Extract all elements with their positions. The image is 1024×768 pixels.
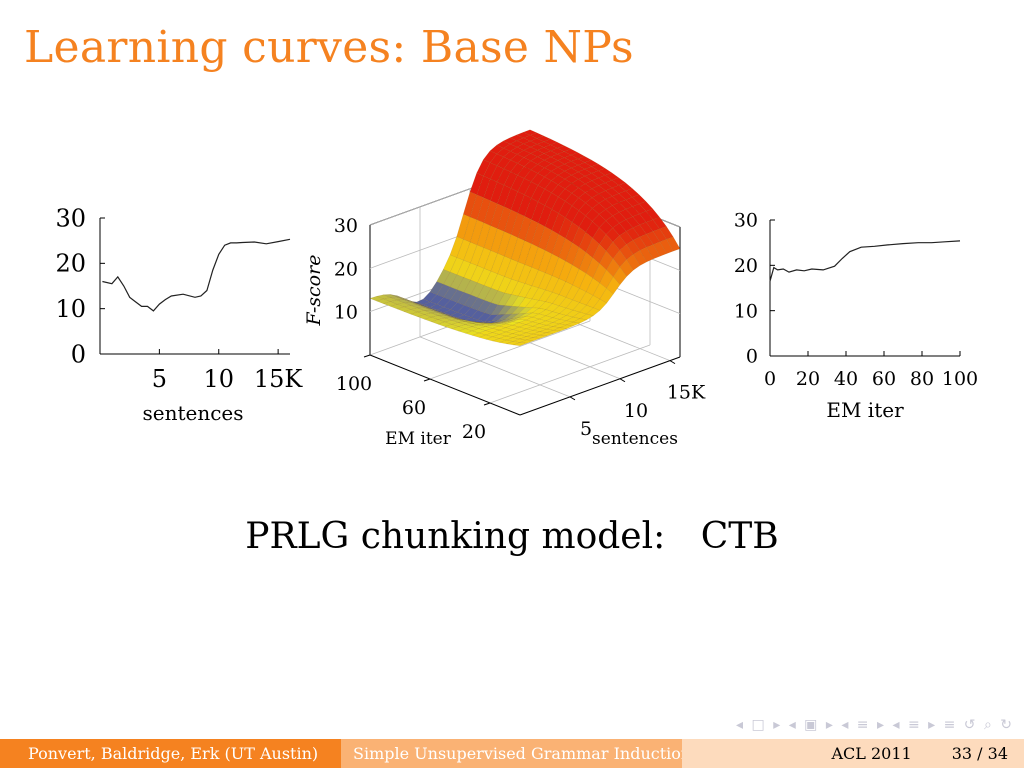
surface-cell xyxy=(619,259,634,277)
surface-cell xyxy=(659,239,674,254)
sentences-tick xyxy=(569,396,576,401)
nav-toc-icon[interactable]: ≡ xyxy=(943,717,958,733)
em-tick xyxy=(483,402,491,406)
series-line xyxy=(769,240,961,282)
z-tick-label: 20 xyxy=(334,258,358,280)
nav-subsection-icon[interactable]: ◂ ▣ ▸ xyxy=(788,717,835,733)
em-axis xyxy=(369,354,521,416)
nav-frame-icon[interactable]: ◂ □ ▸ xyxy=(736,717,783,733)
sentences-tick-label: 15K xyxy=(667,382,706,404)
footer-page-number: 33 / 34 xyxy=(951,744,1008,763)
x-tick-label: 0 xyxy=(764,368,776,390)
grid-line xyxy=(419,336,571,398)
z-tick-label: 30 xyxy=(334,215,358,237)
x-tick-label: 100 xyxy=(942,368,978,390)
y-tick-label: 20 xyxy=(55,250,86,278)
y-tick-label: 10 xyxy=(55,295,86,323)
x-tick-label: 60 xyxy=(872,368,896,390)
x-tick-label: 80 xyxy=(910,368,934,390)
sentences-tick xyxy=(669,360,676,365)
beamer-navigation[interactable]: ◂ □ ▸ ◂ ▣ ▸ ◂ ≡ ▸ ◂ ≡ ▸ ≡ ↺ ⌕ ↻ xyxy=(736,717,1014,733)
surface-cell xyxy=(572,318,588,324)
caption-model: PRLG chunking model: xyxy=(245,516,666,557)
x-tick-label: 15K xyxy=(254,365,304,393)
x-axis-title: sentences xyxy=(142,401,243,425)
y-tick-label: 0 xyxy=(746,346,758,368)
sentences-axis xyxy=(519,356,681,416)
footer-authors: Ponvert, Baldridge, Erk (UT Austin) xyxy=(0,739,341,768)
surface-cell xyxy=(579,313,594,321)
sentences-tick-label: 5 xyxy=(580,418,592,440)
surface-cell xyxy=(606,276,621,295)
surface-cell xyxy=(519,339,534,344)
y-tick-label: 0 xyxy=(71,340,86,368)
x-tick-label: 20 xyxy=(796,368,820,390)
sentences-axis-title: sentences xyxy=(592,429,678,449)
em-tick xyxy=(423,378,431,382)
surface-cell xyxy=(632,250,647,266)
footer-bar: Ponvert, Baldridge, Erk (UT Austin) Simp… xyxy=(0,739,1024,768)
nav-doc-icon[interactable]: ◂ ≡ ▸ xyxy=(892,717,938,733)
em-tick-label: 60 xyxy=(402,397,426,419)
em-axis-title: EM iter xyxy=(385,429,452,449)
surface-cell xyxy=(599,287,614,304)
y-tick-label: 10 xyxy=(734,300,758,322)
sentences-tick-label: 10 xyxy=(624,400,648,422)
nav-search-icon[interactable]: ↺ ⌕ ↻ xyxy=(963,717,1014,733)
surface-cell xyxy=(652,241,667,257)
footer-talk-title: Simple Unsupervised Grammar Induction xyxy=(341,739,682,768)
footer-right: ACL 2011 33 / 34 xyxy=(682,739,1024,768)
surface-cell xyxy=(639,246,654,263)
em-tick-label: 100 xyxy=(336,373,372,395)
em-tick xyxy=(363,354,371,358)
z-tick-label: 10 xyxy=(334,302,358,324)
x-tick-label: 40 xyxy=(834,368,858,390)
series-line xyxy=(102,238,291,312)
x-axis-title: EM iter xyxy=(826,398,904,422)
y-tick-label: 20 xyxy=(734,255,758,277)
caption-corpus: CTB xyxy=(700,516,779,557)
x-tick-label: 10 xyxy=(203,365,234,393)
x-tick-label: 5 xyxy=(152,365,167,393)
z-axis-title: F-score xyxy=(303,255,325,327)
slide-caption: PRLG chunking model: CTB xyxy=(0,516,1024,557)
em-tick-label: 20 xyxy=(462,421,486,443)
grid-line xyxy=(489,344,651,404)
surface-cell xyxy=(513,342,527,346)
surface-cell xyxy=(539,332,554,337)
slide-title: Learning curves: Base NPs xyxy=(24,22,634,73)
y-tick-label: 30 xyxy=(55,204,86,232)
sentences-tick xyxy=(619,378,626,383)
footer-venue: ACL 2011 xyxy=(831,744,912,763)
y-tick-label: 30 xyxy=(734,210,758,232)
grid-line xyxy=(429,320,591,380)
nav-section-icon[interactable]: ◂ ≡ ▸ xyxy=(841,717,887,733)
